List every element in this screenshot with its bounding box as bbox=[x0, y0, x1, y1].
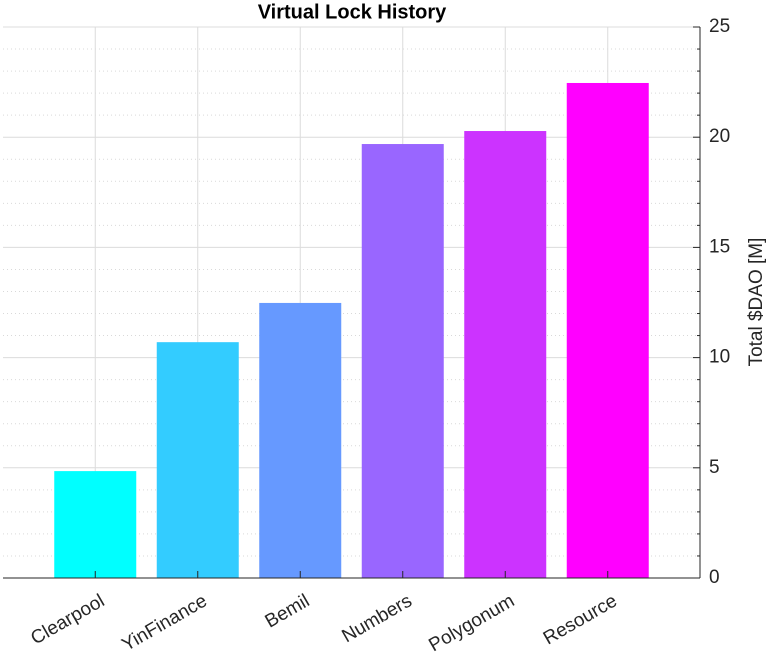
y-tick-label: 10 bbox=[709, 347, 730, 368]
bar bbox=[54, 471, 137, 578]
x-tick-label: Resource bbox=[540, 590, 621, 649]
x-tick-label: Clearpool bbox=[27, 590, 108, 649]
bar bbox=[361, 144, 444, 578]
bar bbox=[259, 302, 342, 578]
y-tick-label: 20 bbox=[709, 126, 730, 147]
x-tick-label: YinFinance bbox=[119, 590, 211, 655]
chart-title: Virtual Lock History bbox=[258, 1, 447, 23]
bar bbox=[464, 131, 547, 578]
bar bbox=[156, 342, 239, 578]
x-tick-label: Polygonum bbox=[425, 590, 518, 656]
x-tick-label: Numbers bbox=[339, 590, 416, 647]
bar bbox=[566, 82, 649, 578]
x-tick-label: Bemil bbox=[262, 590, 314, 632]
y-axis-label: Total $DAO [M] bbox=[746, 238, 767, 367]
y-tick-label: 0 bbox=[709, 567, 720, 588]
y-tick-label: 25 bbox=[709, 16, 730, 37]
y-tick-label: 15 bbox=[709, 236, 730, 257]
y-tick-label: 5 bbox=[709, 457, 720, 478]
